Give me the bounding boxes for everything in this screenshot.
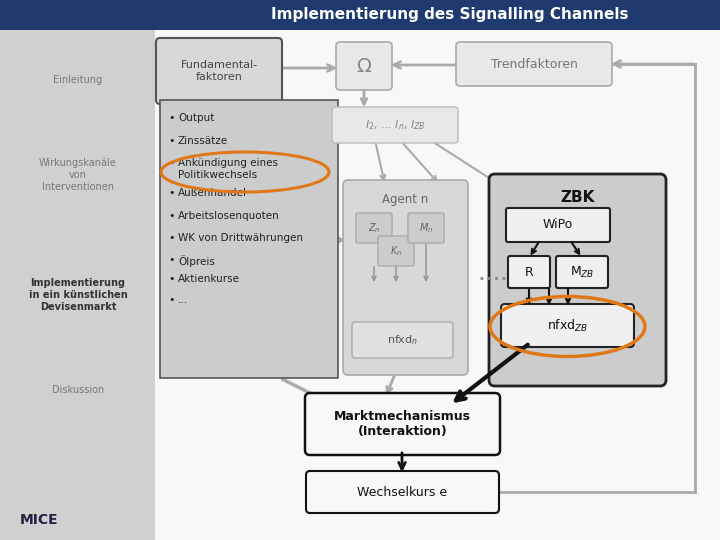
Text: Ω: Ω bbox=[356, 57, 372, 76]
Text: Agent n: Agent n bbox=[382, 193, 428, 206]
FancyBboxPatch shape bbox=[332, 107, 458, 143]
Text: Zinssätze: Zinssätze bbox=[178, 136, 228, 146]
Text: $Z_n$: $Z_n$ bbox=[368, 221, 380, 235]
FancyBboxPatch shape bbox=[156, 38, 282, 104]
Text: $K_n$: $K_n$ bbox=[390, 244, 402, 258]
Text: Implementierung
in ein künstlichen
Devisenmarkt: Implementierung in ein künstlichen Devis… bbox=[29, 279, 127, 312]
Text: nfxd$_n$: nfxd$_n$ bbox=[387, 333, 418, 347]
Text: Ölpreis: Ölpreis bbox=[178, 255, 215, 267]
Text: $I_2$, ... $I_n$, $I_{ZB}$: $I_2$, ... $I_n$, $I_{ZB}$ bbox=[364, 118, 426, 132]
Text: •: • bbox=[168, 136, 174, 146]
FancyBboxPatch shape bbox=[306, 471, 499, 513]
Text: •: • bbox=[168, 158, 174, 168]
FancyBboxPatch shape bbox=[506, 208, 610, 242]
Text: •: • bbox=[168, 255, 174, 265]
Text: •: • bbox=[168, 233, 174, 243]
Text: Output: Output bbox=[178, 113, 215, 123]
Text: Diskussion: Diskussion bbox=[52, 385, 104, 395]
Text: Außenhandel: Außenhandel bbox=[178, 188, 247, 198]
FancyBboxPatch shape bbox=[352, 322, 453, 358]
Text: nfxd$_{ZB}$: nfxd$_{ZB}$ bbox=[547, 318, 588, 334]
FancyBboxPatch shape bbox=[556, 256, 608, 288]
FancyBboxPatch shape bbox=[160, 100, 338, 378]
Text: •: • bbox=[168, 113, 174, 123]
Text: Implementierung des Signalling Channels: Implementierung des Signalling Channels bbox=[271, 8, 629, 23]
Text: $M_n$: $M_n$ bbox=[419, 221, 433, 235]
FancyBboxPatch shape bbox=[305, 393, 500, 455]
Text: M$_{ZB}$: M$_{ZB}$ bbox=[570, 265, 594, 280]
Text: Wirkungskanäle
von
Interventionen: Wirkungskanäle von Interventionen bbox=[39, 158, 117, 192]
Text: Marktmechanismus
(Interaktion): Marktmechanismus (Interaktion) bbox=[334, 410, 471, 438]
Text: •: • bbox=[168, 188, 174, 198]
Text: Einleitung: Einleitung bbox=[53, 75, 102, 85]
Text: •: • bbox=[168, 274, 174, 284]
Text: R: R bbox=[525, 266, 534, 279]
Text: Fundamental-
faktoren: Fundamental- faktoren bbox=[181, 60, 258, 82]
Text: Arbeitslosenquoten: Arbeitslosenquoten bbox=[178, 211, 280, 221]
FancyBboxPatch shape bbox=[356, 213, 392, 243]
FancyBboxPatch shape bbox=[378, 236, 414, 266]
Text: ...: ... bbox=[178, 295, 188, 305]
FancyBboxPatch shape bbox=[343, 180, 468, 375]
FancyBboxPatch shape bbox=[501, 304, 634, 347]
FancyBboxPatch shape bbox=[508, 256, 550, 288]
Text: Trendfaktoren: Trendfaktoren bbox=[490, 57, 577, 71]
Text: WK von Drittwährungen: WK von Drittwährungen bbox=[178, 233, 303, 243]
FancyBboxPatch shape bbox=[489, 174, 666, 386]
Text: MICE: MICE bbox=[20, 513, 58, 527]
Text: ZBK: ZBK bbox=[560, 191, 595, 206]
Text: •: • bbox=[168, 295, 174, 305]
FancyBboxPatch shape bbox=[408, 213, 444, 243]
FancyBboxPatch shape bbox=[0, 0, 720, 30]
Text: •: • bbox=[168, 211, 174, 221]
FancyBboxPatch shape bbox=[0, 30, 155, 540]
FancyBboxPatch shape bbox=[456, 42, 612, 86]
Text: Wechselkurs e: Wechselkurs e bbox=[357, 485, 448, 498]
FancyBboxPatch shape bbox=[155, 30, 720, 540]
Text: Aktienkurse: Aktienkurse bbox=[178, 274, 240, 284]
Text: WiPo: WiPo bbox=[543, 219, 573, 232]
Text: Ankündigung eines
Politikwechsels: Ankündigung eines Politikwechsels bbox=[178, 158, 278, 180]
FancyBboxPatch shape bbox=[336, 42, 392, 90]
